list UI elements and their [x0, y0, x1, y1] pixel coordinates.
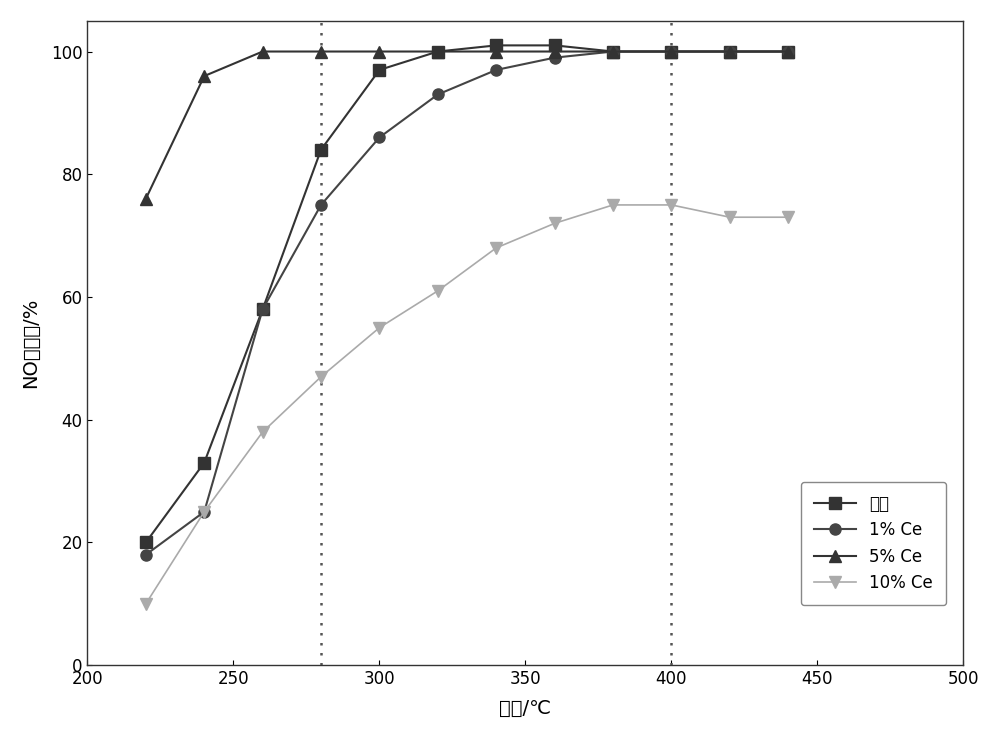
5% Ce	[373, 47, 385, 56]
5% Ce	[724, 47, 736, 56]
新鲜	[665, 47, 677, 56]
5% Ce	[782, 47, 794, 56]
Line: 5% Ce: 5% Ce	[140, 46, 794, 205]
10% Ce	[432, 287, 444, 296]
1% Ce	[432, 90, 444, 99]
新鲜	[257, 304, 269, 313]
10% Ce	[782, 213, 794, 222]
1% Ce	[373, 133, 385, 142]
1% Ce	[549, 53, 561, 62]
5% Ce	[432, 47, 444, 56]
10% Ce	[607, 200, 619, 209]
5% Ce	[607, 47, 619, 56]
10% Ce	[724, 213, 736, 222]
1% Ce	[140, 551, 152, 559]
Y-axis label: NO转化率/%: NO转化率/%	[21, 298, 40, 388]
1% Ce	[607, 47, 619, 56]
新鲜	[373, 66, 385, 75]
5% Ce	[315, 47, 327, 56]
1% Ce	[198, 508, 210, 517]
新鲜	[140, 538, 152, 547]
新鲜	[724, 47, 736, 56]
10% Ce	[315, 372, 327, 381]
10% Ce	[549, 219, 561, 228]
5% Ce	[549, 47, 561, 56]
5% Ce	[198, 72, 210, 81]
10% Ce	[373, 323, 385, 332]
10% Ce	[198, 508, 210, 517]
新鲜	[549, 41, 561, 50]
10% Ce	[490, 243, 502, 252]
新鲜	[432, 47, 444, 56]
新鲜	[198, 458, 210, 467]
X-axis label: 温度/℃: 温度/℃	[499, 699, 551, 718]
1% Ce	[490, 66, 502, 75]
1% Ce	[724, 47, 736, 56]
5% Ce	[665, 47, 677, 56]
新鲜	[782, 47, 794, 56]
5% Ce	[140, 194, 152, 203]
Line: 1% Ce: 1% Ce	[140, 46, 794, 560]
1% Ce	[782, 47, 794, 56]
1% Ce	[257, 304, 269, 313]
10% Ce	[665, 200, 677, 209]
5% Ce	[257, 47, 269, 56]
新鲜	[607, 47, 619, 56]
新鲜	[315, 146, 327, 154]
新鲜	[490, 41, 502, 50]
1% Ce	[665, 47, 677, 56]
Legend: 新鲜, 1% Ce, 5% Ce, 10% Ce: 新鲜, 1% Ce, 5% Ce, 10% Ce	[801, 482, 946, 605]
Line: 10% Ce: 10% Ce	[140, 200, 794, 610]
1% Ce	[315, 200, 327, 209]
Line: 新鲜: 新鲜	[140, 40, 794, 548]
10% Ce	[140, 599, 152, 608]
10% Ce	[257, 428, 269, 437]
5% Ce	[490, 47, 502, 56]
